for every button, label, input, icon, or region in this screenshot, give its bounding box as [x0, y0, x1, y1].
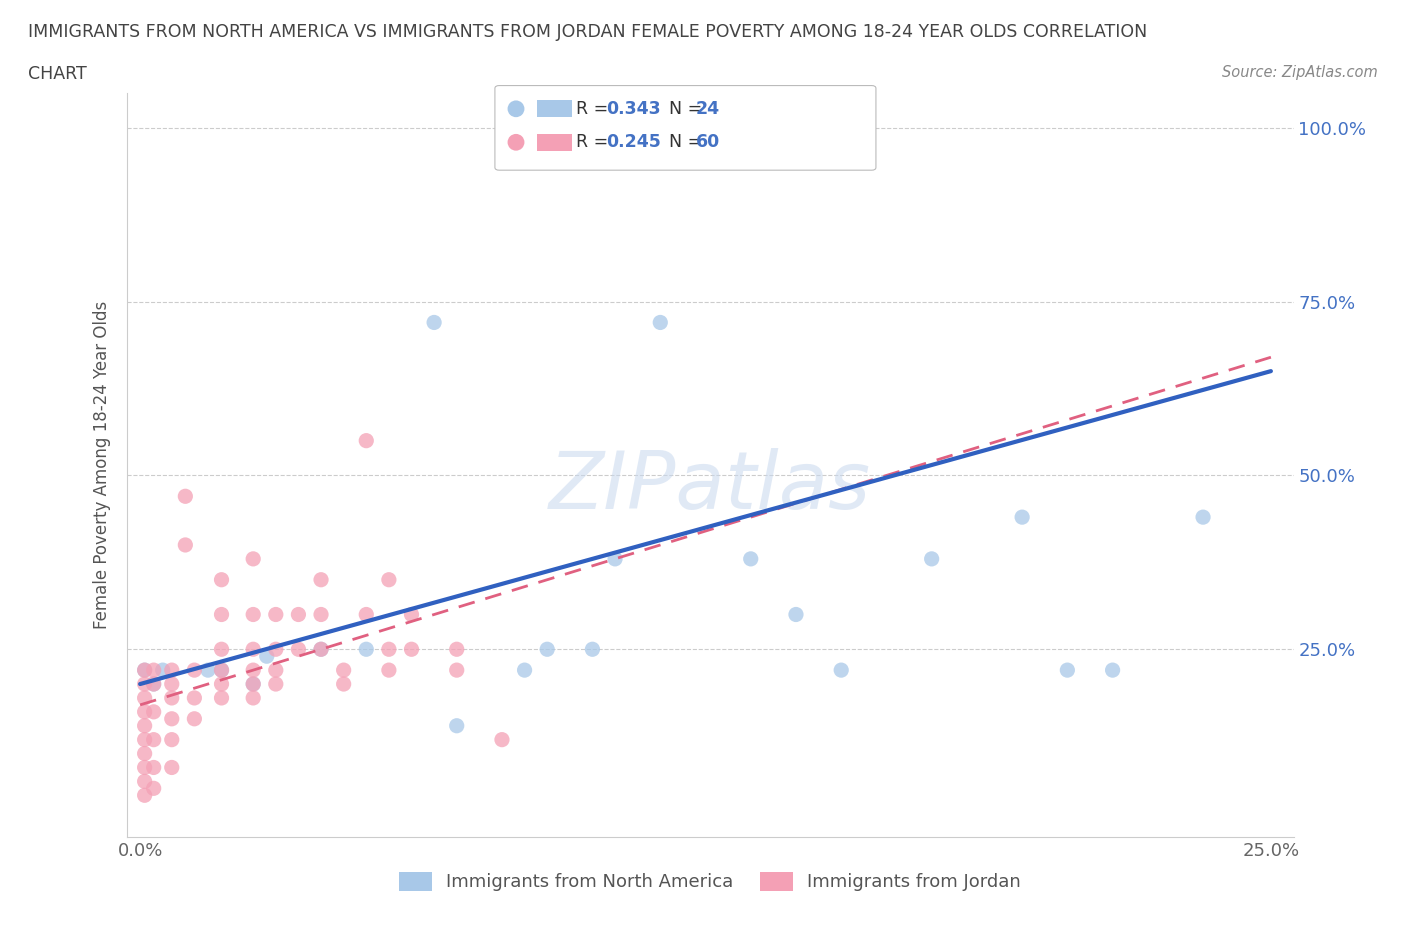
Point: [401, 642, 423, 657]
Point: [242, 642, 264, 657]
Point: [134, 718, 156, 733]
Point: [1101, 663, 1123, 678]
Text: R =: R =: [576, 100, 614, 118]
Point: [242, 690, 264, 705]
Point: [356, 433, 378, 448]
Point: [174, 538, 197, 552]
Point: [197, 663, 219, 678]
Point: [491, 732, 513, 747]
Point: [142, 781, 165, 796]
Point: [242, 677, 264, 692]
Point: [242, 607, 264, 622]
Point: [401, 607, 423, 622]
Point: [142, 677, 165, 692]
Point: [142, 760, 165, 775]
Point: [152, 663, 174, 678]
Point: [134, 788, 156, 803]
Point: [211, 677, 233, 692]
Point: [183, 690, 205, 705]
Point: [160, 732, 183, 747]
Point: [287, 642, 309, 657]
Text: 60: 60: [696, 133, 720, 152]
Point: [581, 642, 603, 657]
Point: [134, 732, 156, 747]
Point: [242, 663, 264, 678]
Point: [332, 677, 354, 692]
Point: [242, 551, 264, 566]
Point: [332, 663, 354, 678]
Point: [160, 663, 183, 678]
Point: [264, 663, 287, 678]
Point: [242, 677, 264, 692]
Text: IMMIGRANTS FROM NORTH AMERICA VS IMMIGRANTS FROM JORDAN FEMALE POVERTY AMONG 18-: IMMIGRANTS FROM NORTH AMERICA VS IMMIGRA…: [28, 23, 1147, 41]
Point: [142, 677, 165, 692]
Text: Source: ZipAtlas.com: Source: ZipAtlas.com: [1222, 65, 1378, 80]
Point: [1192, 510, 1215, 525]
Point: [446, 642, 468, 657]
Point: [446, 718, 468, 733]
Point: [174, 489, 197, 504]
Point: [513, 663, 536, 678]
Point: [134, 746, 156, 761]
Point: [603, 551, 626, 566]
Point: [1011, 510, 1033, 525]
Point: [134, 663, 156, 678]
Point: [134, 663, 156, 678]
Point: [309, 642, 332, 657]
Point: [142, 732, 165, 747]
Point: [785, 607, 807, 622]
Point: [264, 677, 287, 692]
Point: [378, 642, 401, 657]
Point: [536, 642, 558, 657]
Point: [309, 642, 332, 657]
Point: [142, 663, 165, 678]
Text: R =: R =: [576, 133, 614, 152]
Text: N =: N =: [658, 100, 707, 118]
Point: [211, 572, 233, 587]
Point: [160, 690, 183, 705]
Point: [264, 642, 287, 657]
Text: CHART: CHART: [28, 65, 87, 83]
Point: [378, 663, 401, 678]
Point: [160, 760, 183, 775]
Point: [134, 704, 156, 719]
Point: [309, 607, 332, 622]
Point: [921, 551, 943, 566]
Point: [740, 551, 762, 566]
Point: [134, 690, 156, 705]
Point: [830, 663, 852, 678]
Point: [183, 711, 205, 726]
Point: [256, 649, 278, 664]
Point: [264, 607, 287, 622]
Point: [1056, 663, 1078, 678]
Point: [134, 774, 156, 789]
Text: 0.343: 0.343: [606, 100, 661, 118]
Point: [134, 760, 156, 775]
Point: [134, 677, 156, 692]
Point: [446, 663, 468, 678]
Point: [287, 607, 309, 622]
Point: [183, 663, 205, 678]
Point: [211, 663, 233, 678]
Text: N =: N =: [658, 133, 707, 152]
Point: [211, 607, 233, 622]
Point: [309, 572, 332, 587]
Text: 24: 24: [696, 100, 720, 118]
Point: [142, 704, 165, 719]
Point: [356, 607, 378, 622]
Point: [378, 572, 401, 587]
Text: 0.245: 0.245: [606, 133, 661, 152]
Point: [211, 663, 233, 678]
Point: [211, 642, 233, 657]
Point: [160, 677, 183, 692]
Point: [211, 690, 233, 705]
Legend: Immigrants from North America, Immigrants from Jordan: Immigrants from North America, Immigrant…: [392, 865, 1028, 898]
Point: [650, 315, 672, 330]
Point: [423, 315, 446, 330]
Y-axis label: Female Poverty Among 18-24 Year Olds: Female Poverty Among 18-24 Year Olds: [93, 301, 111, 629]
Text: ZIPatlas: ZIPatlas: [548, 448, 872, 526]
Point: [356, 642, 378, 657]
Point: [160, 711, 183, 726]
